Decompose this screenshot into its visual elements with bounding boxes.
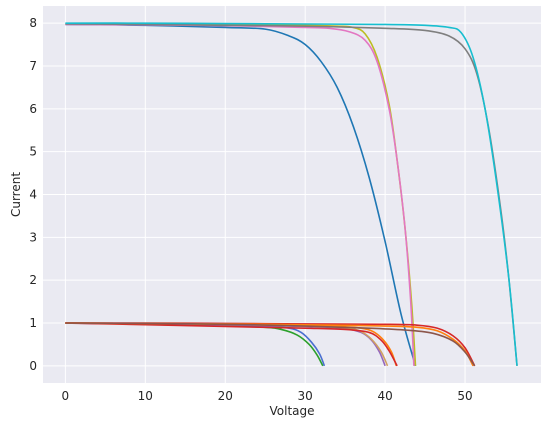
y-tick-label: 0 [29, 359, 37, 373]
x-tick-label: 40 [377, 389, 392, 403]
series-line-14 [65, 322, 476, 367]
y-tick-label: 2 [29, 273, 37, 287]
y-tick-label: 7 [29, 59, 37, 73]
y-tick-label: 4 [29, 188, 37, 202]
tick-labels: 0 10 20 30 40 50 0 1 2 3 4 5 6 7 8 [29, 16, 472, 403]
x-axis-label: Voltage [269, 404, 314, 418]
x-tick-label: 10 [138, 389, 153, 403]
y-axis-label: Current [9, 172, 23, 217]
y-tick-label: 3 [29, 230, 37, 244]
series-line-5 [65, 22, 518, 366]
y-tick-label: 5 [29, 145, 37, 159]
x-tick-label: 20 [218, 389, 233, 403]
x-tick-label: 0 [62, 389, 70, 403]
y-tick-label: 8 [29, 16, 37, 30]
series-line-1 [65, 23, 417, 367]
y-tick-label: 6 [29, 102, 37, 116]
y-tick-label: 1 [29, 316, 37, 330]
series-line-11 [65, 322, 398, 367]
x-tick-label: 50 [457, 389, 472, 403]
series-lines [65, 22, 518, 367]
x-tick-label: 30 [298, 389, 313, 403]
